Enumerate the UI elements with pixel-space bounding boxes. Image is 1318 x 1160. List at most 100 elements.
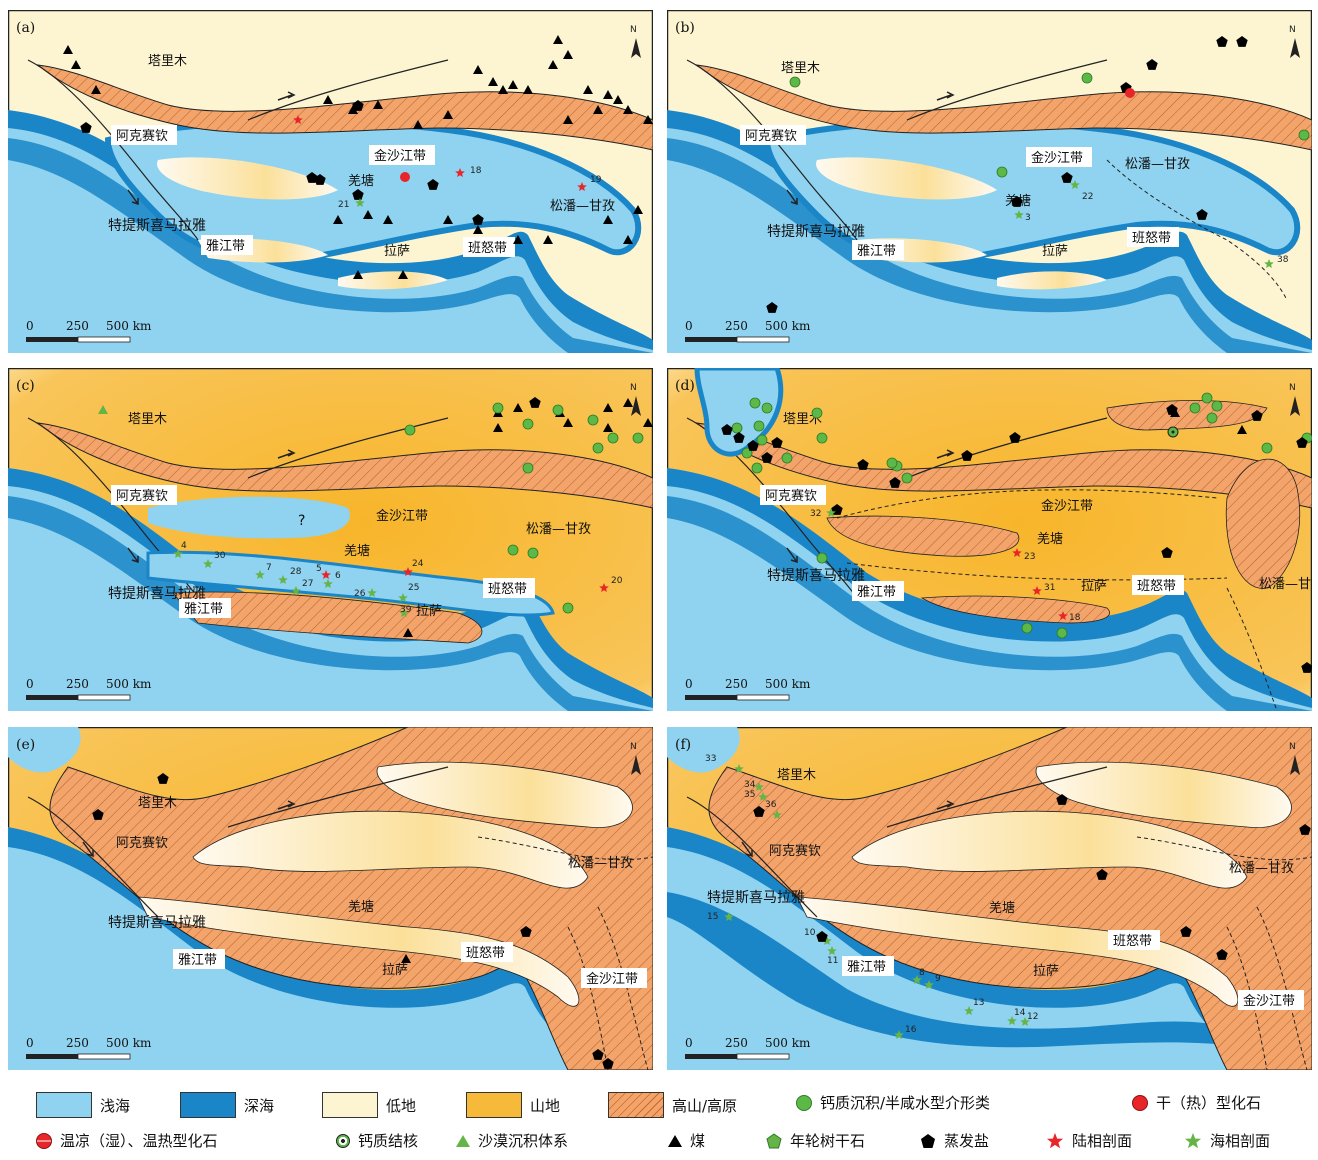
site-number: 27 xyxy=(302,579,313,589)
lowland-basin xyxy=(376,761,633,829)
zone-label-lhasa: 拉萨 xyxy=(416,604,442,619)
marine-section-icon xyxy=(1070,180,1080,189)
calcareous-icon xyxy=(811,407,823,419)
evaporite-icon xyxy=(520,926,532,937)
fault-arrow xyxy=(786,189,798,206)
fault-line xyxy=(27,59,199,241)
coal-icon xyxy=(623,235,633,244)
site-number: 20 xyxy=(611,576,623,586)
tarim-inlet xyxy=(8,727,81,773)
fault-line xyxy=(906,417,1108,479)
calcareous-icon xyxy=(1211,400,1223,412)
lowland-island xyxy=(157,157,338,200)
calcareous-icon xyxy=(527,547,539,559)
continental-section-icon xyxy=(403,567,413,576)
mountain-swatch xyxy=(466,1092,522,1118)
evaporite-icon xyxy=(602,1058,614,1069)
scale-bar xyxy=(26,337,78,342)
deep-sea-swatch xyxy=(180,1092,236,1118)
evaporite-icon xyxy=(306,172,318,183)
legend-label: 海相剖面 xyxy=(1210,1132,1271,1150)
fault-arrow xyxy=(936,800,955,810)
continental-section-icon xyxy=(293,115,303,124)
lowland-basin xyxy=(192,810,589,889)
zone-label-jinsha: 金沙江带 xyxy=(376,508,428,524)
coal-icon xyxy=(643,115,653,124)
site-number: 21 xyxy=(338,200,349,210)
zone-label-box xyxy=(483,578,535,598)
coal-icon xyxy=(383,215,393,224)
site-number: 28 xyxy=(290,567,302,577)
fault-arrow xyxy=(936,449,955,459)
marine-section-icon xyxy=(1264,259,1274,268)
calcareous-icon xyxy=(816,552,828,564)
coal-icon xyxy=(1237,425,1247,434)
site-number: 33 xyxy=(705,754,716,764)
calcareous-icon xyxy=(731,422,743,434)
evaporite-icon xyxy=(1299,824,1311,835)
legend-cool-fossil: 温凉（湿）、温热型化石 xyxy=(36,1130,218,1151)
coal-icon xyxy=(508,80,518,89)
site-number: 24 xyxy=(412,559,424,569)
panel-tag: (c) xyxy=(16,378,35,394)
legend-desert: 沙漠沉积体系 xyxy=(456,1130,568,1151)
calcareous-icon xyxy=(592,442,604,454)
coal-icon xyxy=(443,215,453,224)
marine-section-icon xyxy=(822,936,832,945)
calcareous-icon xyxy=(886,457,898,469)
evaporite-icon xyxy=(771,437,783,448)
coal-icon xyxy=(348,105,358,114)
dry-fossil-icon xyxy=(400,172,410,182)
zone-label-lhasa: 拉萨 xyxy=(1042,244,1068,259)
evaporite-icon xyxy=(1301,662,1312,673)
north-arrow-icon: N xyxy=(1289,383,1300,416)
legend-nodule: 钙质结核 xyxy=(336,1130,418,1151)
zone-label-songpan: 松潘—甘孜 xyxy=(568,856,633,871)
map-panel-a: 塔里木 阿克赛钦 金沙江带 羌塘 松潘—甘孜 雅江带 拉萨 班怒带 特提斯喜马拉雅 18 19 21 (… xyxy=(8,10,653,353)
evaporite-icon xyxy=(1180,926,1192,937)
evaporite-icon xyxy=(1011,196,1023,207)
coal-icon xyxy=(563,115,573,124)
calcareous-icon xyxy=(761,402,773,414)
evaporite-icon xyxy=(961,450,973,461)
evaporite-icon xyxy=(1216,949,1228,960)
site-number: 8 xyxy=(919,968,925,978)
lowland-basin xyxy=(851,810,1248,889)
question-mark: ? xyxy=(298,513,305,529)
north-arrow-icon: N xyxy=(630,25,641,58)
zone-label-box xyxy=(461,942,513,962)
highland-swatch xyxy=(608,1092,664,1118)
site-number: 34 xyxy=(744,780,756,790)
calcareous-icon xyxy=(562,602,574,614)
fault-line xyxy=(247,59,449,121)
zone-label-box xyxy=(369,145,435,165)
scale-bar xyxy=(736,1053,790,1060)
scale-label: 0 xyxy=(685,319,693,333)
zone-label-qiangtang: 羌塘 xyxy=(989,900,1015,916)
zone-label-tethys: 特提斯喜马拉雅 xyxy=(108,586,206,602)
calcareous-icon xyxy=(901,472,913,484)
zone-label-tarim: 塔里木 xyxy=(783,412,822,427)
north-arrow-icon: N xyxy=(630,742,641,775)
legend-calcareous: 钙质沉积/半咸水型介形类 xyxy=(796,1092,990,1113)
legend-label: 钙质沉积/半咸水型介形类 xyxy=(820,1094,991,1112)
calcareous-nodule-icon xyxy=(1171,430,1175,434)
scale-label: 500 km xyxy=(106,677,152,691)
north-label: N xyxy=(630,25,637,35)
scale-label: 250 xyxy=(725,677,748,691)
coal-icon xyxy=(563,418,573,427)
scale-bar xyxy=(26,695,78,700)
coal-icon xyxy=(323,95,333,104)
zone-label-tethys: 特提斯喜马拉雅 xyxy=(767,568,865,584)
marine-section-icon xyxy=(399,608,409,617)
panel-tag: (a) xyxy=(16,20,35,36)
calcareous-icon xyxy=(789,76,801,88)
calcareous-icon xyxy=(753,420,765,432)
scale-label: 0 xyxy=(685,1036,693,1050)
coal-icon xyxy=(603,423,613,432)
site-number: 18 xyxy=(1069,613,1081,623)
coal-icon xyxy=(563,50,573,59)
zone-label-akesaiqin: 阿克赛钦 xyxy=(745,128,797,144)
